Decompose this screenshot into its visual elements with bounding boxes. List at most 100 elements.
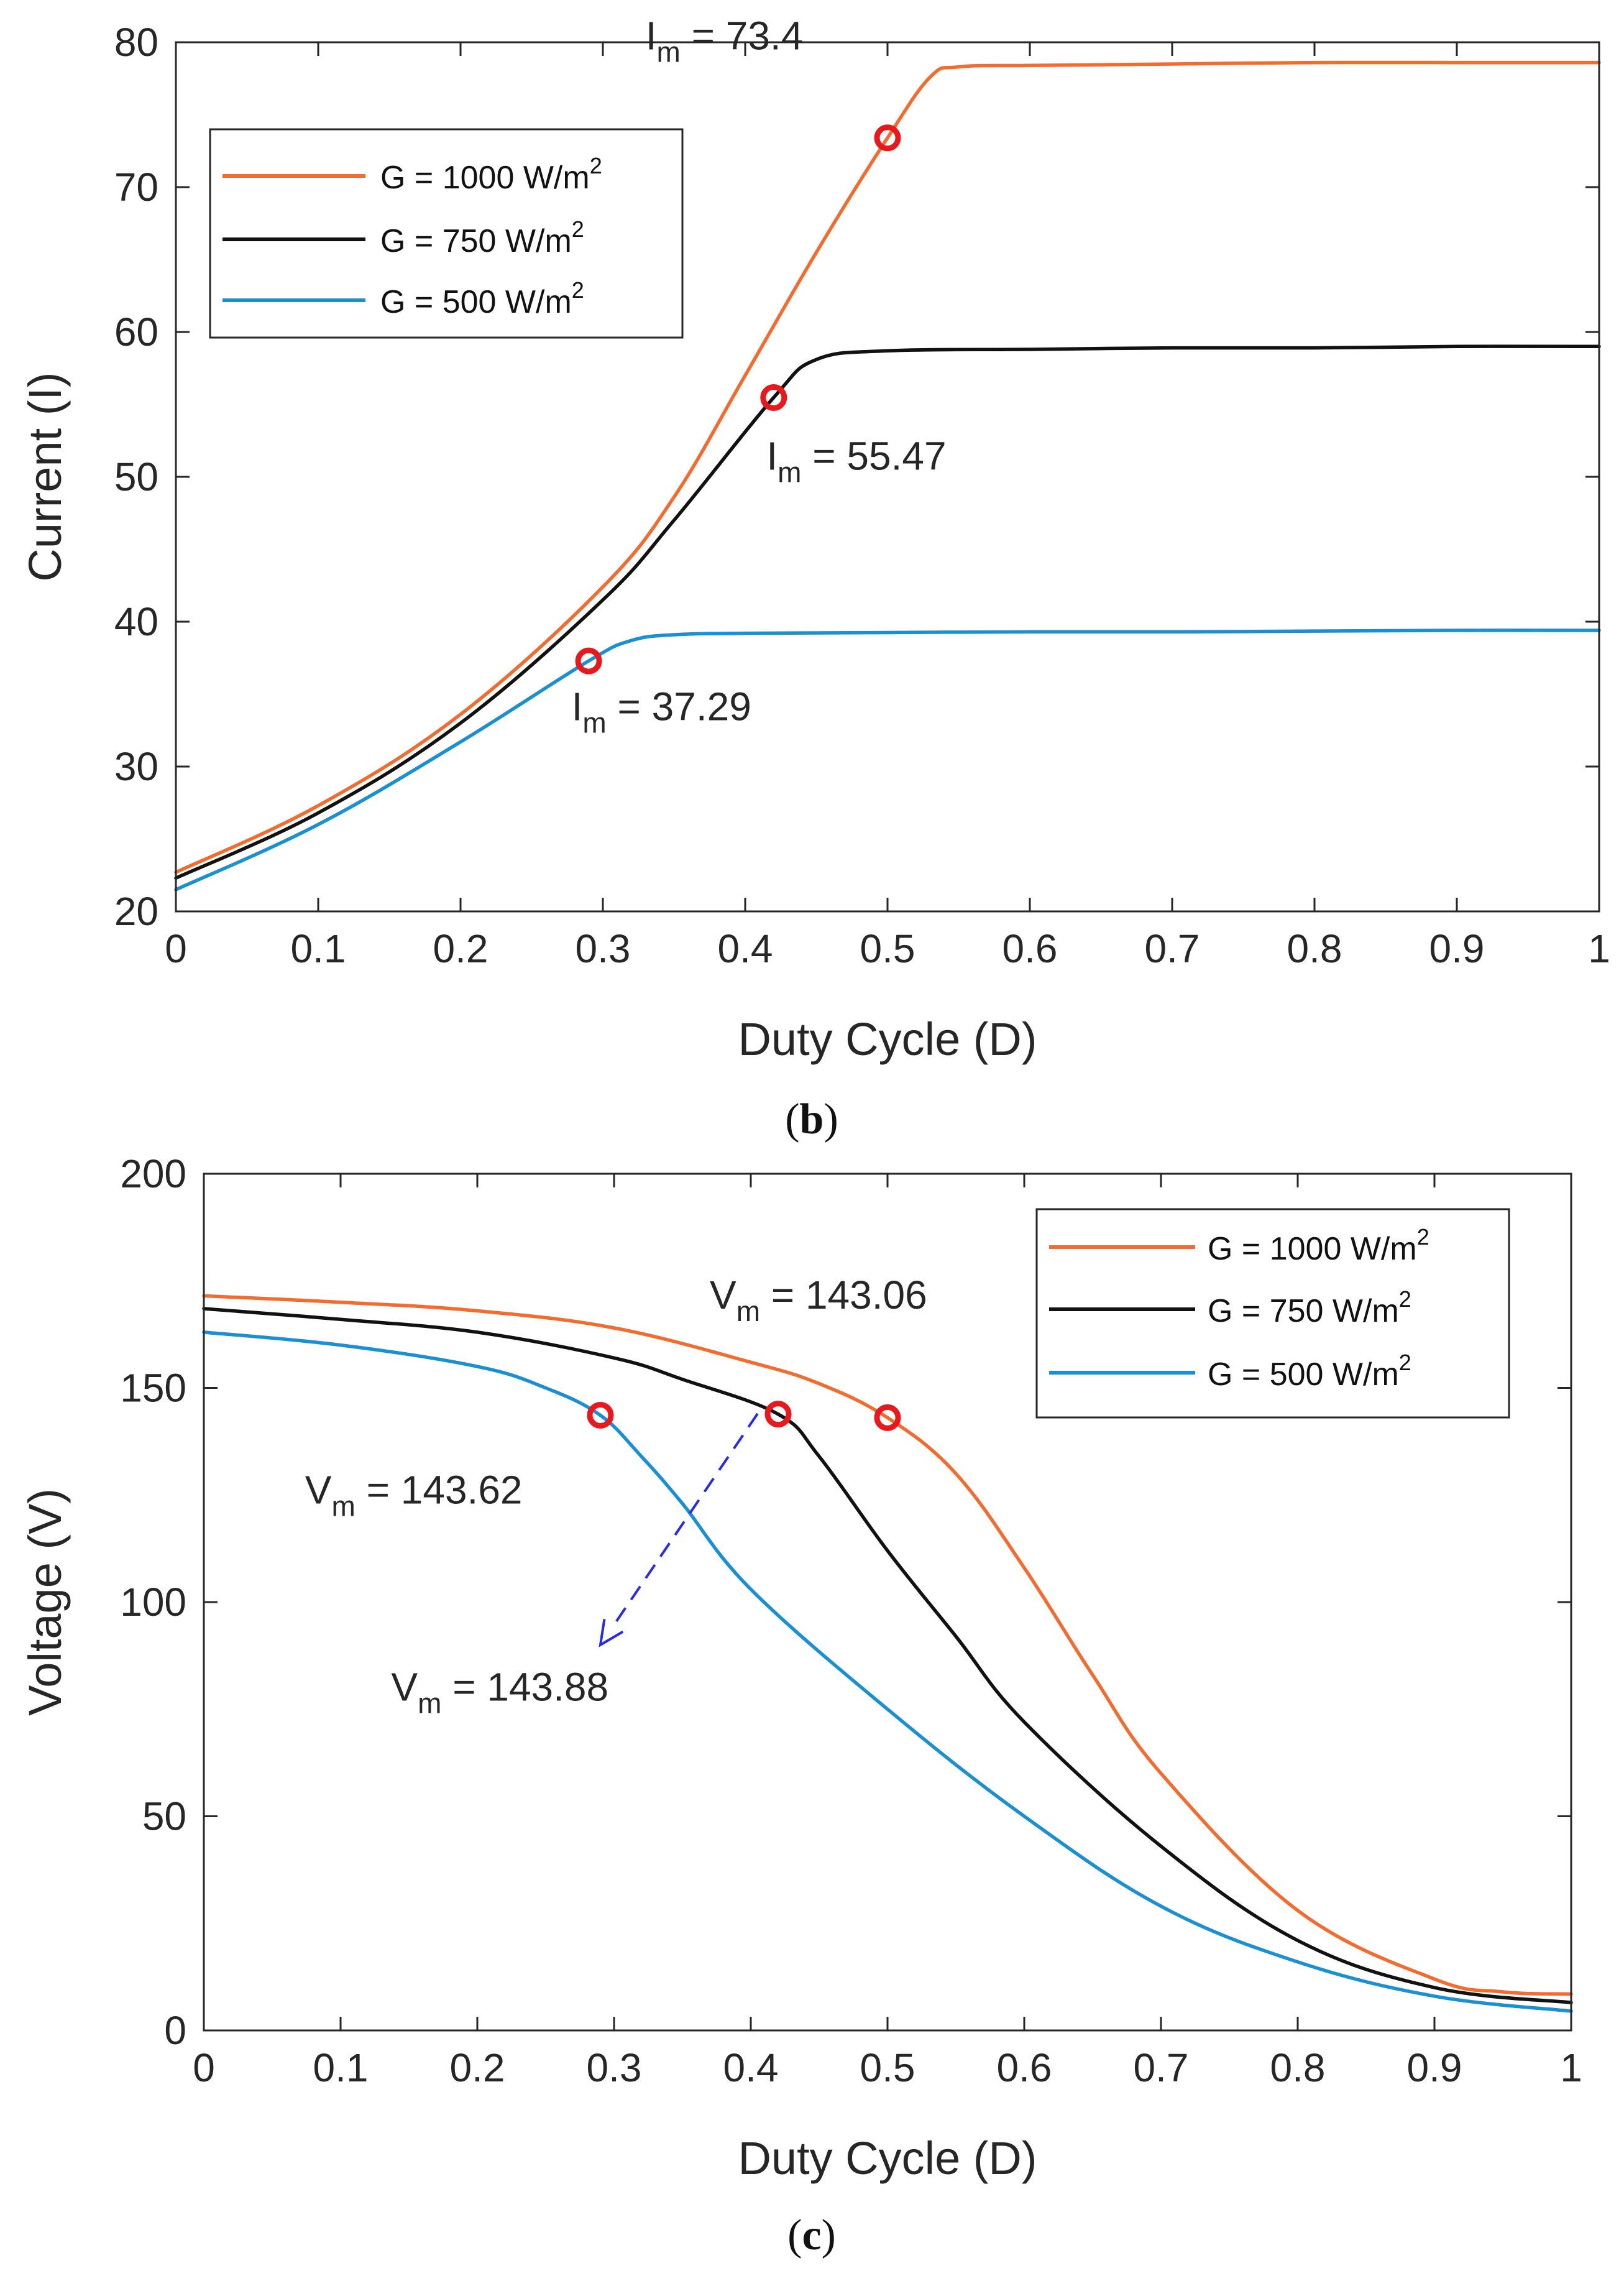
- x-tick-label: 0: [165, 926, 187, 971]
- panel-b-curves: [174, 60, 1601, 892]
- panel-c-legend-box: [1035, 1208, 1510, 1419]
- x-tick-label: 1: [1560, 2045, 1582, 2090]
- max-point-marker: [874, 1404, 901, 1431]
- x-tick-label: 0.8: [1287, 926, 1342, 971]
- x-tick-label: 0.5: [860, 926, 915, 971]
- panel-c-x-tick-labels: 0 0.1 0.2 0.3 0.4 0.5 0.6 0.7 0.8 0.9 1: [193, 2045, 1582, 2090]
- panel-b-legend-item-1000: G = 1000 W/m2: [222, 153, 602, 196]
- annotation-value: = 37.29: [607, 684, 751, 729]
- annotation-subscript: m: [656, 36, 680, 68]
- legend-label: G = 750 W/m2: [380, 216, 584, 259]
- y-tick-label: 30: [114, 744, 158, 789]
- annotation-symbol: V: [305, 1468, 332, 1513]
- max-point-marker: [764, 1401, 792, 1428]
- panel-c-plot-frame: [203, 1173, 1572, 2032]
- panel-b-plot-frame: [175, 41, 1600, 913]
- legend-label: G = 750 W/m2: [1208, 1286, 1411, 1329]
- x-tick-label: 0.2: [433, 926, 489, 971]
- panel-b-y-tick-labels: 20 30 40 50 60 70 80: [114, 20, 158, 934]
- panel-b-y-axis-title: Current (I): [19, 372, 71, 581]
- panel-c-legend: G = 1000 W/m2 G = 750 W/m2 G = 500 W/m2: [1035, 1208, 1510, 1419]
- arrow-shaft: [612, 1412, 759, 1626]
- x-tick-label: 0.1: [291, 926, 346, 971]
- x-tick-label: 0: [193, 2045, 215, 2090]
- y-tick-label: 100: [120, 1580, 186, 1624]
- legend-label: G = 500 W/m2: [380, 277, 584, 320]
- series-line-1: [174, 344, 1601, 880]
- annotation-subscript: m: [778, 456, 801, 488]
- x-tick-label: 0.3: [587, 2045, 642, 2090]
- x-tick-label: 0.8: [1270, 2045, 1326, 2090]
- legend-label: G = 1000 W/m2: [1208, 1224, 1429, 1267]
- annotation-symbol: V: [710, 1273, 736, 1317]
- max-point-marker: [760, 384, 787, 412]
- panel-c-voltage-chart: 0 0.1 0.2 0.3 0.4 0.5 0.6 0.7 0.8 0.9 1 0 50 100 150 2…: [19, 1151, 1582, 2259]
- x-tick-label: 0.1: [313, 2045, 369, 2090]
- series-line-2: [202, 1330, 1573, 2013]
- panel-b-legend-item-750: G = 750 W/m2: [222, 216, 584, 259]
- annotation-subscript: m: [331, 1490, 355, 1523]
- y-tick-label: 80: [114, 20, 158, 65]
- x-tick-label: 0.7: [1134, 2045, 1189, 2090]
- annotation-value: = 55.47: [801, 433, 946, 478]
- panel-b-legend-item-500: G = 500 W/m2: [222, 277, 584, 320]
- y-tick-label: 20: [114, 889, 158, 934]
- annotation-symbol: I: [572, 684, 583, 729]
- y-tick-label: 50: [114, 454, 158, 499]
- annotation-subscript: m: [418, 1687, 441, 1719]
- annotation-label: Vm = 143.06: [710, 1273, 927, 1327]
- series-line-2: [174, 629, 1601, 892]
- panel-c-ticks: [203, 1173, 1572, 2032]
- annotation-subscript: m: [582, 706, 606, 739]
- annotation-symbol: V: [391, 1664, 418, 1709]
- panel-c-caption: (c): [787, 2211, 836, 2259]
- series-line-1: [202, 1307, 1573, 2004]
- x-tick-label: 0.7: [1145, 926, 1200, 971]
- panel-b-legend: G = 1000 W/m2 G = 750 W/m2 G = 500 W/m2: [209, 128, 684, 339]
- max-point-marker: [575, 647, 602, 675]
- y-tick-label: 40: [114, 599, 158, 644]
- annotation-value: = 143.06: [760, 1273, 927, 1317]
- x-tick-label: 1: [1588, 926, 1610, 971]
- panel-b-caption: (b): [785, 1095, 838, 1143]
- x-tick-label: 0.6: [1002, 926, 1058, 971]
- y-tick-label: 150: [120, 1366, 186, 1411]
- panel-b-x-axis-title: Duty Cycle (D): [738, 1013, 1037, 1065]
- panel-c-legend-item-750: G = 750 W/m2: [1049, 1286, 1411, 1329]
- annotation-value: = 143.62: [356, 1468, 523, 1513]
- x-tick-label: 0.5: [860, 2045, 915, 2090]
- series-line-0: [202, 1294, 1573, 1996]
- annotation-symbol: I: [766, 433, 778, 478]
- panel-c-y-axis-title: Voltage (V): [19, 1488, 71, 1716]
- panel-c-legend-item-1000: G = 1000 W/m2: [1049, 1224, 1429, 1267]
- x-tick-label: 0.2: [450, 2045, 505, 2090]
- panel-c-legend-item-500: G = 500 W/m2: [1049, 1350, 1411, 1393]
- series-line-0: [174, 60, 1601, 874]
- panel-c-y-tick-labels: 0 50 100 150 200: [120, 1151, 186, 2053]
- panel-b-legend-box: [209, 128, 684, 339]
- panel-c-dashed-arrow: [599, 1412, 759, 1647]
- annotation-label: Im = 55.47: [766, 433, 946, 488]
- max-point-marker: [587, 1401, 614, 1429]
- annotation-label: Vm = 143.62: [305, 1468, 523, 1523]
- y-tick-label: 50: [142, 1794, 186, 1839]
- panel-b-markers: [575, 124, 901, 675]
- legend-label: G = 500 W/m2: [1208, 1350, 1411, 1393]
- x-tick-label: 0.9: [1429, 926, 1485, 971]
- annotation-subscript: m: [736, 1295, 760, 1327]
- annotation-label: Im = 73.4: [646, 14, 804, 68]
- x-tick-label: 0.4: [718, 926, 773, 971]
- legend-label: G = 1000 W/m2: [380, 153, 602, 196]
- x-tick-label: 0.6: [997, 2045, 1052, 2090]
- annotation-label: Im = 37.29: [572, 684, 751, 739]
- y-tick-label: 60: [114, 310, 158, 354]
- panel-b-x-tick-labels: 0 0.1 0.2 0.3 0.4 0.5 0.6 0.7 0.8 0.9 1: [165, 926, 1610, 971]
- annotation-value: = 143.88: [441, 1664, 608, 1709]
- max-point-marker: [874, 124, 901, 152]
- annotation-symbol: I: [646, 14, 657, 58]
- y-tick-label: 70: [114, 165, 158, 210]
